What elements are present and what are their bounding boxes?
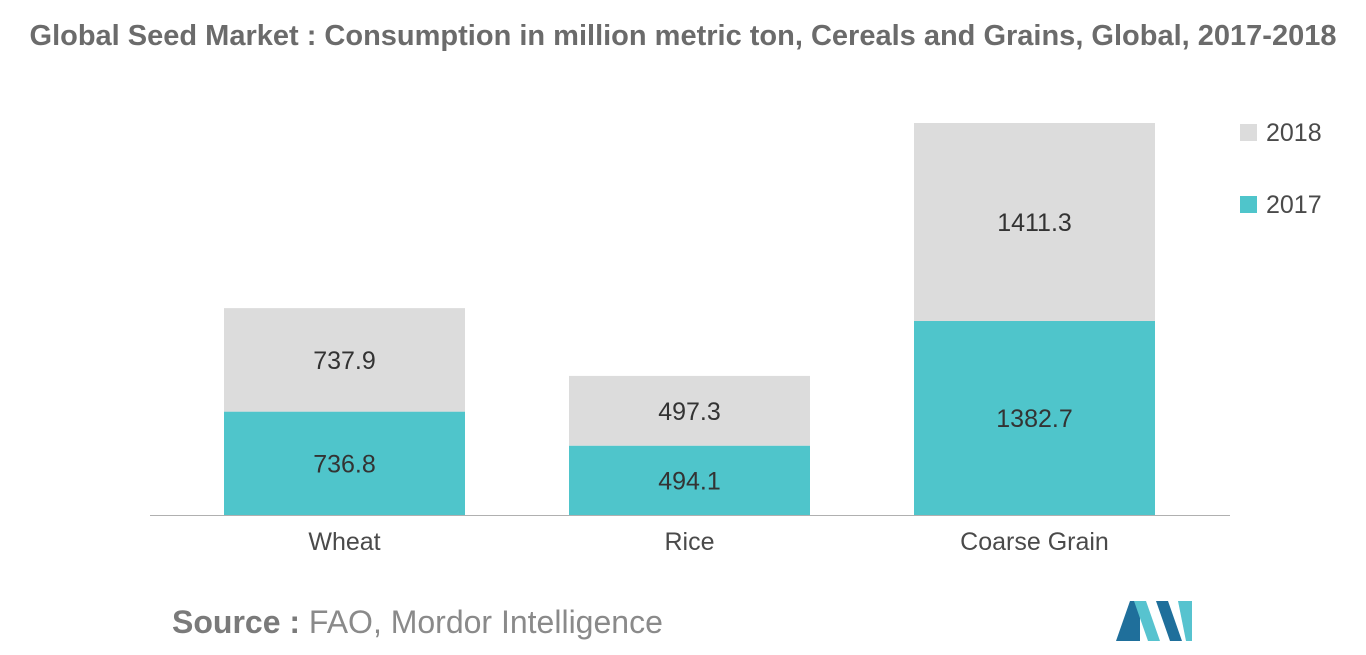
logo-shape-right bbox=[1178, 601, 1192, 641]
bar-wheat-2018 bbox=[224, 308, 465, 412]
source-label: Source : bbox=[172, 604, 301, 640]
logo-shape-middle bbox=[1134, 601, 1160, 641]
legend: 2018 2017 bbox=[1240, 119, 1322, 219]
data-label-wheat-2017: 736.8 bbox=[313, 450, 376, 478]
legend-swatch-2017 bbox=[1240, 196, 1257, 213]
bar-wheat-2017 bbox=[224, 411, 465, 515]
legend-label-2018: 2018 bbox=[1266, 119, 1322, 147]
bar-coarse-grain-2018 bbox=[914, 123, 1155, 322]
data-labels-group: 736.8 737.9 494.1 497.3 1382.7 1411.3 bbox=[313, 209, 1073, 495]
x-tick-labels-group: Wheat Rice Coarse Grain bbox=[308, 528, 1108, 556]
x-tick-label-coarse-grain: Coarse Grain bbox=[960, 528, 1109, 556]
bar-coarse-grain-2017 bbox=[914, 321, 1155, 515]
bars-group bbox=[224, 123, 1155, 515]
x-tick-label-wheat: Wheat bbox=[308, 528, 380, 556]
data-label-coarse-grain-2018: 1411.3 bbox=[997, 209, 1072, 237]
data-label-wheat-2018: 737.9 bbox=[313, 347, 376, 375]
data-label-coarse-grain-2017: 1382.7 bbox=[996, 405, 1072, 433]
x-tick-label-rice: Rice bbox=[664, 528, 714, 556]
data-label-rice-2018: 497.3 bbox=[658, 398, 721, 426]
source-text: FAO, Mordor Intelligence bbox=[308, 604, 663, 640]
source-note: Source : FAO, Mordor Intelligence bbox=[172, 604, 663, 641]
bar-rice-2018 bbox=[569, 375, 810, 446]
bar-rice-2017 bbox=[569, 445, 810, 515]
legend-label-2017: 2017 bbox=[1266, 191, 1322, 219]
legend-swatch-2018 bbox=[1240, 124, 1257, 141]
mordor-intelligence-logo bbox=[1116, 601, 1192, 641]
data-label-rice-2017: 494.1 bbox=[658, 467, 721, 495]
chart-title: Global Seed Market : Consumption in mill… bbox=[29, 20, 1337, 52]
logo-shape-middle-right bbox=[1156, 601, 1182, 641]
logo-shape-left bbox=[1116, 601, 1140, 641]
